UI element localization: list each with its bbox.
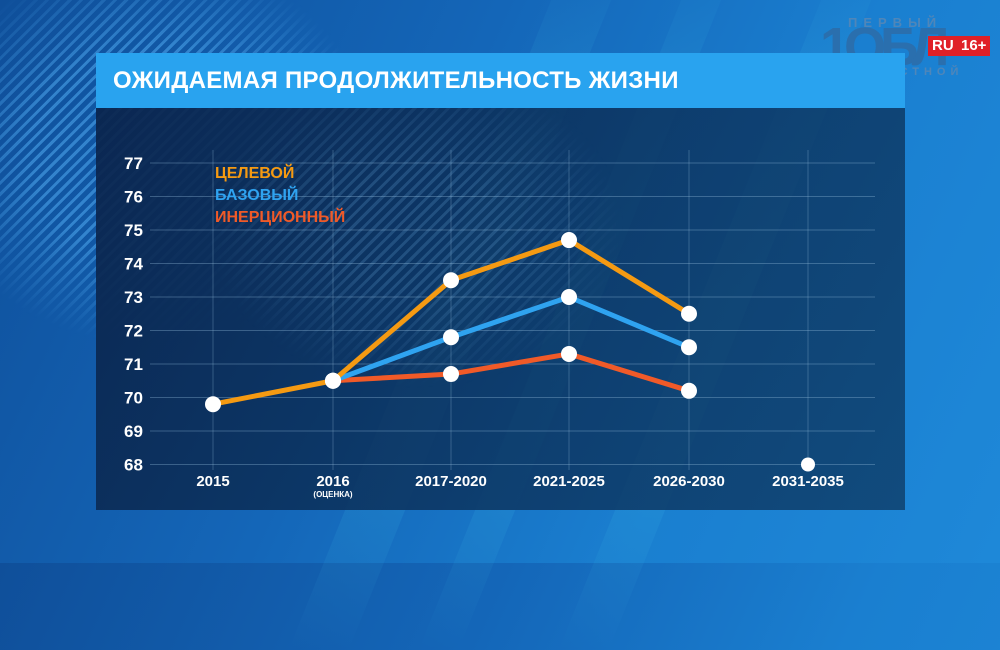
y-tick-label: 75 [124, 221, 143, 240]
x-tick-sublabel: (ОЦЕНКА) [313, 490, 353, 499]
data-point-marker [561, 289, 577, 305]
chart-series [205, 232, 815, 472]
data-point-marker [443, 366, 459, 383]
data-point-marker [443, 329, 459, 346]
ru-badge: RU [928, 36, 958, 56]
logo-top-text: ПЕРВЫЙ [848, 15, 943, 30]
legend-inertial: ИНЕРЦИОННЫЙ [215, 207, 345, 226]
y-tick-label: 72 [124, 322, 143, 341]
chart-title: ОЖИДАЕМАЯ ПРОДОЛЖИТЕЛЬНОСТЬ ЖИЗНИ [113, 67, 679, 94]
x-tick-label: 2031-2035 [772, 473, 844, 490]
x-tick-label: 2021-2025 [533, 473, 605, 490]
data-point-marker [681, 382, 697, 399]
y-tick-label: 77 [124, 154, 143, 173]
x-tick-label: 2026-2030 [653, 473, 725, 490]
x-tick-label: 2015 [196, 473, 229, 490]
channel-logo: 1ОБЛ ПЕРВЫЙ ОБЛАСТНОЙ RU 16+ [820, 14, 991, 80]
panel-map-pattern [96, 108, 905, 510]
chart-panel [96, 108, 905, 510]
chart-grid [150, 150, 875, 470]
data-point-marker [205, 396, 221, 413]
age-rating-badge: 16+ [957, 36, 991, 56]
series-line [332, 351, 690, 394]
legend-base: БАЗОВЫЙ [215, 185, 298, 204]
series-line [332, 294, 690, 384]
y-tick-label: 76 [124, 188, 143, 207]
data-point-marker [561, 345, 577, 362]
x-tick-label: 2016 [316, 473, 349, 490]
y-tick-label: 71 [124, 355, 143, 374]
y-tick-label: 70 [124, 389, 143, 408]
data-point-marker [561, 232, 577, 249]
y-tick-label: 68 [124, 456, 143, 475]
chart-legend: ЦЕЛЕВОЙ БАЗОВЫЙ ИНЕРЦИОННЫЙ [215, 163, 345, 226]
y-tick-label: 73 [124, 288, 143, 307]
data-point-marker [325, 372, 341, 389]
y-axis: 68 69 70 71 72 73 74 75 76 77 [124, 154, 143, 475]
y-tick-label: 69 [124, 422, 143, 441]
y-tick-label: 74 [124, 255, 143, 274]
chart-header: ОЖИДАЕМАЯ ПРОДОЛЖИТЕЛЬНОСТЬ ЖИЗНИ [96, 53, 905, 108]
legend-target: ЦЕЛЕВОЙ [215, 163, 294, 182]
data-point-marker [801, 457, 815, 472]
x-axis: 2015 2016(ОЦЕНКА) 2017-2020 2021-2025 2026-2… [196, 473, 844, 499]
data-point-marker [443, 272, 459, 289]
data-point-marker [681, 339, 697, 356]
x-tick-label: 2017-2020 [415, 473, 487, 490]
data-point-marker [681, 305, 697, 322]
